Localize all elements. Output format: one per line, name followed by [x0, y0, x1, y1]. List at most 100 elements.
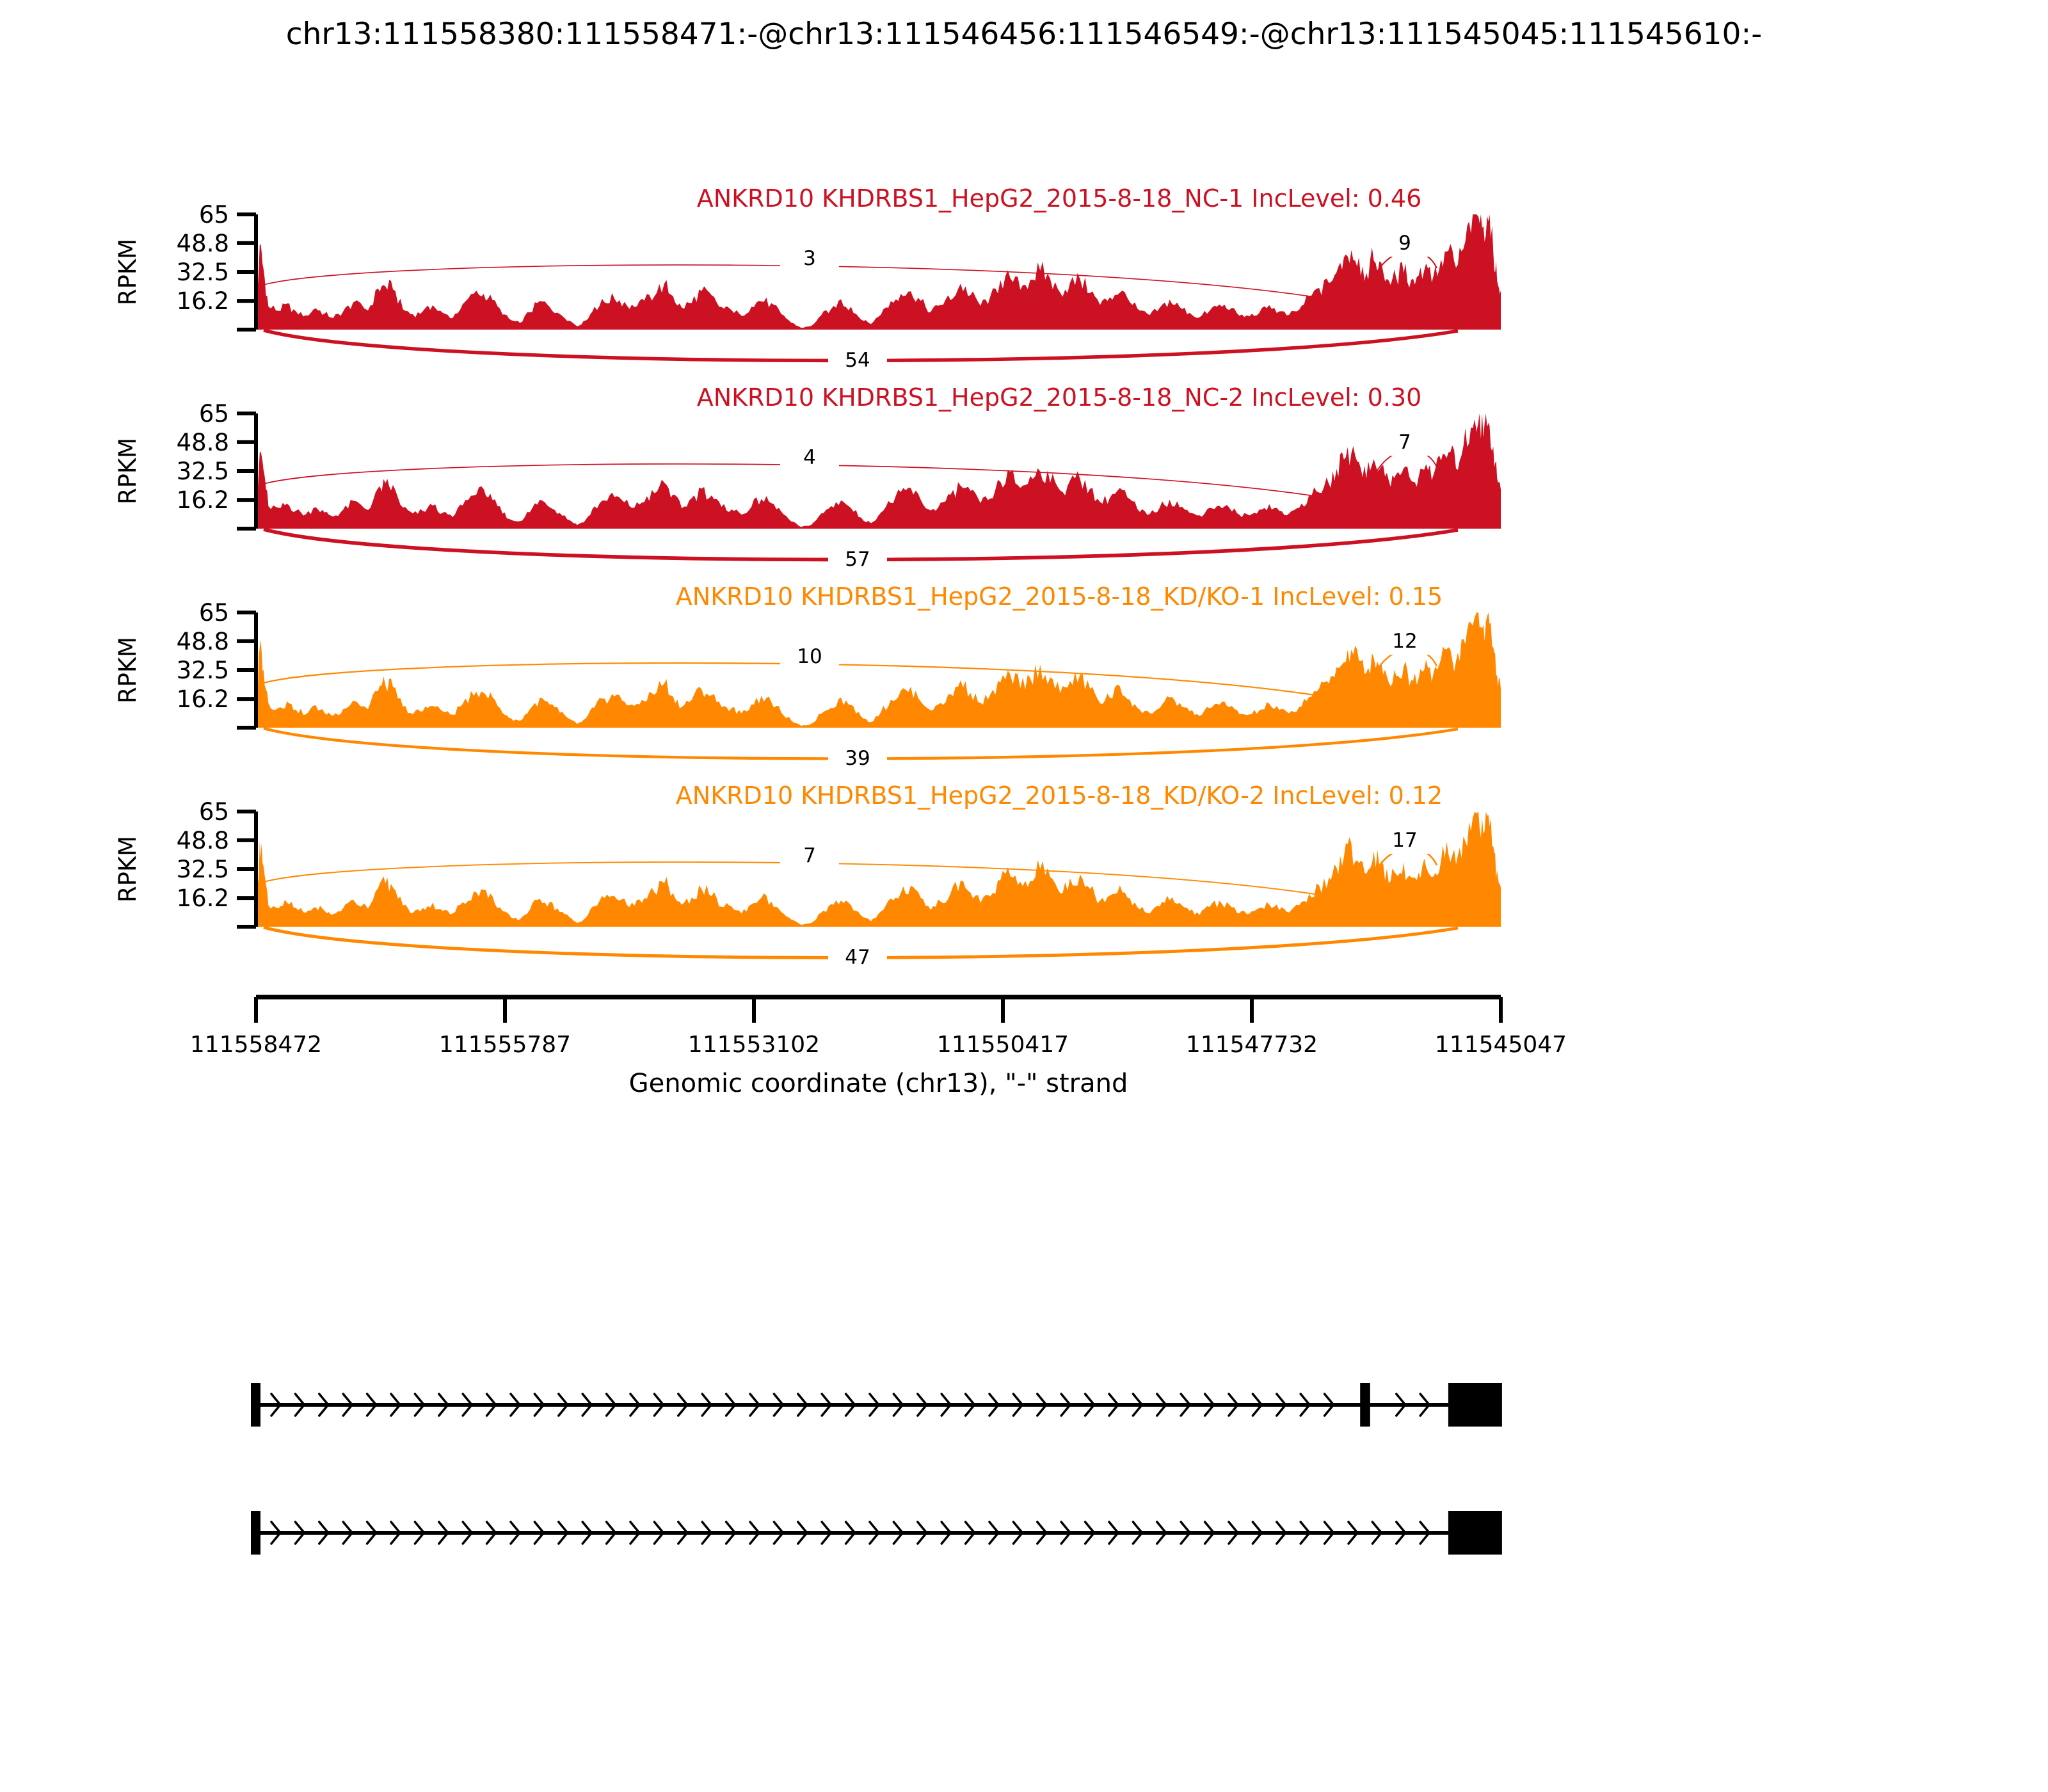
- strand-arrow-icon: [1084, 1521, 1096, 1545]
- strand-arrow-icon: [557, 1521, 570, 1545]
- exon-box: [1448, 1383, 1502, 1427]
- ytick-label: 32.5: [177, 458, 229, 485]
- strand-arrow-icon: [749, 1521, 761, 1545]
- arc-label-gap: [828, 941, 887, 974]
- strand-arrow-icon: [438, 1393, 450, 1417]
- coverage-area: [256, 214, 1501, 330]
- junction-count-upstream: 7: [803, 844, 816, 867]
- ytick-label: 48.8: [177, 827, 229, 854]
- arc-label-gap: [780, 442, 839, 471]
- skipping-isoform: [251, 1511, 1502, 1555]
- strand-arrow-icon: [653, 1393, 665, 1417]
- xtick-label: 111558472: [190, 1032, 322, 1058]
- strand-arrow-icon: [701, 1393, 713, 1417]
- junction-count-downstream: 12: [1392, 630, 1417, 653]
- strand-arrow-icon: [964, 1521, 976, 1545]
- strand-arrow-icon: [1395, 1393, 1407, 1417]
- arc-label-gap: [780, 641, 839, 670]
- junction-count-downstream: 9: [1398, 232, 1411, 255]
- coverage-area: [256, 612, 1501, 728]
- ytick-label: 65: [199, 599, 229, 627]
- junction-arc-skipping: [263, 726, 1459, 760]
- track-title: ANKRD10 KHDRBS1_HepG2_2015-8-18_NC-1 Inc…: [697, 184, 1422, 212]
- strand-arrow-icon: [605, 1393, 617, 1417]
- track-title: ANKRD10 KHDRBS1_HepG2_2015-8-18_NC-2 Inc…: [697, 383, 1422, 412]
- xtick-label: 111553102: [688, 1032, 820, 1058]
- strand-arrow-icon: [270, 1521, 282, 1545]
- strand-arrow-icon: [1132, 1521, 1144, 1545]
- coverage-area: [256, 413, 1501, 529]
- strand-arrow-icon: [677, 1393, 689, 1417]
- x-axis: 111558472 111555787 111553102 111550417 1115…: [190, 995, 1567, 1098]
- junction-arc-skipping: [263, 925, 1459, 959]
- strand-arrow-icon: [916, 1393, 929, 1417]
- x-axis-title: Genomic coordinate (chr13), "-" strand: [629, 1069, 1128, 1098]
- strand-arrow-icon: [557, 1393, 570, 1417]
- ytick-label: 32.5: [177, 259, 229, 286]
- strand-arrow-icon: [1371, 1521, 1383, 1545]
- ytick-label: 65: [199, 400, 229, 428]
- strand-arrow-icon: [868, 1521, 881, 1545]
- junction-arc-upstream: [263, 264, 1336, 301]
- arc-label-gap: [828, 543, 887, 576]
- coverage-area: [256, 812, 1501, 927]
- strand-arrow-icon: [581, 1521, 593, 1545]
- strand-arrow-icon: [724, 1521, 737, 1545]
- strand-arrow-icon: [772, 1521, 785, 1545]
- xtick-label: 111545047: [1435, 1032, 1567, 1058]
- strand-arrow-icon: [1276, 1393, 1288, 1417]
- strand-arrow-icon: [342, 1393, 354, 1417]
- junction-arc-upstream: [263, 861, 1336, 898]
- strand-arrow-icon: [1180, 1521, 1192, 1545]
- arc-label-gap: [1379, 826, 1430, 854]
- strand-arrow-icon: [413, 1521, 426, 1545]
- junction-count-skipping: 57: [845, 548, 870, 571]
- strand-arrow-icon: [1203, 1521, 1215, 1545]
- junction-count-downstream: 7: [1398, 431, 1411, 454]
- strand-arrow-icon: [1060, 1521, 1072, 1545]
- ytick-label: 48.8: [177, 628, 229, 655]
- strand-arrow-icon: [1203, 1393, 1215, 1417]
- ytick-label: 32.5: [177, 657, 229, 684]
- xtick-label: 111550417: [937, 1032, 1069, 1058]
- strand-arrow-icon: [509, 1521, 522, 1545]
- xtick-label: 111555787: [439, 1032, 571, 1058]
- strand-arrow-icon: [438, 1521, 450, 1545]
- strand-arrow-icon: [461, 1393, 474, 1417]
- junction-count-upstream: 3: [803, 247, 816, 270]
- ytick-label: 32.5: [177, 856, 229, 883]
- strand-arrow-icon: [485, 1393, 497, 1417]
- strand-arrow-icon: [940, 1521, 952, 1545]
- exon-box: [1448, 1511, 1502, 1555]
- strand-arrow-icon: [701, 1521, 713, 1545]
- junction-arc-skipping: [263, 328, 1459, 363]
- strand-arrow-icon: [1036, 1521, 1048, 1545]
- strand-arrow-icon: [1228, 1521, 1240, 1545]
- arc-label-gap: [1379, 428, 1430, 456]
- strand-arrow-icon: [1060, 1393, 1072, 1417]
- strand-arrow-icon: [1323, 1393, 1335, 1417]
- strand-arrow-icon: [1251, 1521, 1263, 1545]
- junction-count-upstream: 4: [803, 446, 816, 469]
- arc-label-gap: [1379, 627, 1430, 655]
- strand-arrow-icon: [988, 1393, 1000, 1417]
- strand-arrow-icon: [1276, 1521, 1288, 1545]
- strand-arrow-icon: [1299, 1521, 1311, 1545]
- strand-arrow-icon: [365, 1521, 378, 1545]
- strand-arrow-icon: [629, 1393, 641, 1417]
- ytick-label: 16.2: [177, 685, 229, 713]
- strand-arrow-icon: [1347, 1521, 1359, 1545]
- strand-arrow-icon: [677, 1521, 689, 1545]
- exon-box: [251, 1511, 260, 1555]
- inclusion-isoform: [251, 1383, 1502, 1427]
- xtick-label: 111547732: [1186, 1032, 1318, 1058]
- arc-label-gap: [1379, 228, 1430, 257]
- strand-arrow-icon: [1108, 1393, 1120, 1417]
- strand-arrow-icon: [772, 1393, 785, 1417]
- junction-arc-skipping: [263, 527, 1459, 562]
- junction-count-skipping: 39: [845, 747, 870, 770]
- junction-count-upstream: 10: [797, 645, 822, 668]
